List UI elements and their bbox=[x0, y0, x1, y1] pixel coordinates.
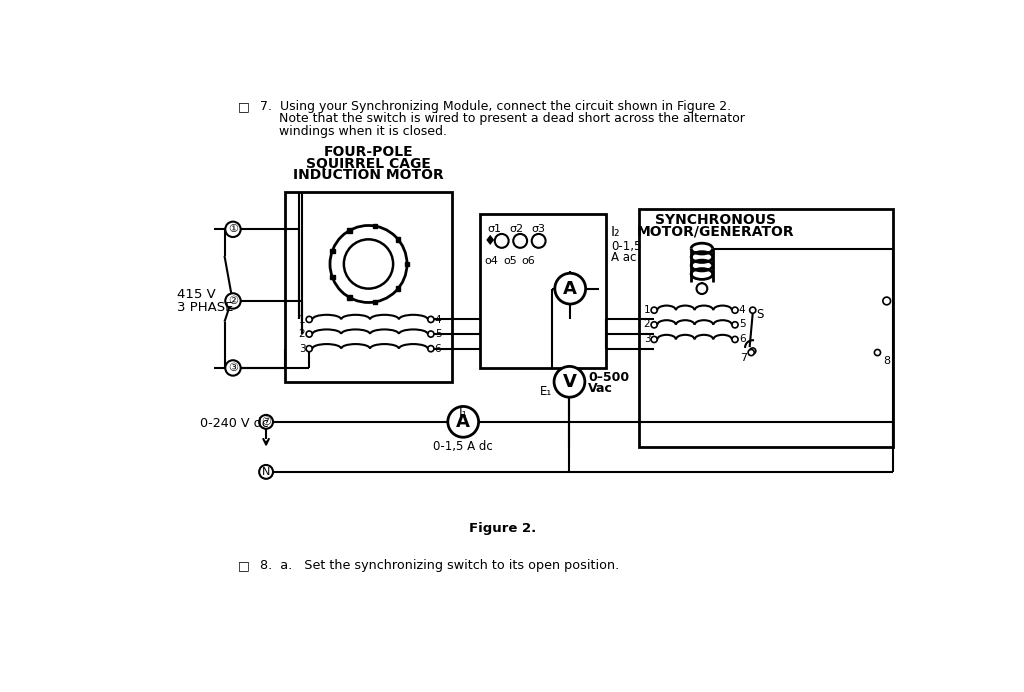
Text: Vac: Vac bbox=[588, 382, 612, 395]
Text: 1: 1 bbox=[299, 315, 305, 325]
Bar bbox=[373, 300, 378, 304]
Text: INDUCTION MOTOR: INDUCTION MOTOR bbox=[293, 168, 443, 183]
Bar bbox=[330, 275, 335, 280]
Text: 7: 7 bbox=[740, 352, 748, 363]
Bar bbox=[480, 214, 605, 368]
Text: Note that the switch is wired to present a dead short across the alternator: Note that the switch is wired to present… bbox=[280, 112, 745, 125]
Circle shape bbox=[555, 273, 586, 304]
Circle shape bbox=[531, 234, 546, 248]
Bar bbox=[330, 248, 335, 253]
Text: 0-1,5: 0-1,5 bbox=[611, 240, 641, 253]
Text: 6: 6 bbox=[739, 334, 745, 344]
Text: windings when it is closed.: windings when it is closed. bbox=[280, 125, 447, 138]
Text: A: A bbox=[457, 413, 470, 431]
Text: 8.  a.   Set the synchronizing switch to its open position.: 8. a. Set the synchronizing switch to it… bbox=[260, 559, 620, 572]
Text: □: □ bbox=[239, 100, 250, 113]
Text: 0-1,5 A dc: 0-1,5 A dc bbox=[433, 440, 494, 453]
Text: I₂: I₂ bbox=[611, 225, 621, 239]
Circle shape bbox=[428, 316, 434, 322]
Text: E₁: E₁ bbox=[541, 385, 553, 398]
Text: ①: ① bbox=[228, 224, 238, 235]
Circle shape bbox=[651, 336, 657, 343]
Text: 5: 5 bbox=[435, 329, 441, 340]
Text: 8: 8 bbox=[884, 356, 891, 366]
Text: ♦: ♦ bbox=[484, 234, 497, 248]
Circle shape bbox=[883, 297, 891, 304]
Text: 2: 2 bbox=[644, 320, 650, 329]
Text: σ3: σ3 bbox=[531, 224, 545, 234]
Text: Figure 2.: Figure 2. bbox=[469, 522, 537, 535]
Circle shape bbox=[447, 406, 478, 437]
Circle shape bbox=[225, 293, 241, 309]
Text: 1: 1 bbox=[644, 304, 650, 315]
Bar bbox=[639, 208, 893, 447]
Text: o6: o6 bbox=[521, 256, 536, 266]
Text: o4: o4 bbox=[484, 256, 498, 266]
Text: ③: ③ bbox=[228, 363, 238, 373]
Circle shape bbox=[428, 345, 434, 352]
Text: 3 PHASE: 3 PHASE bbox=[177, 302, 233, 314]
Bar bbox=[395, 237, 400, 242]
Circle shape bbox=[428, 331, 434, 337]
Text: σ1: σ1 bbox=[487, 224, 502, 234]
Text: 4: 4 bbox=[739, 304, 745, 315]
Circle shape bbox=[306, 316, 312, 322]
Text: ⑦: ⑦ bbox=[261, 417, 271, 427]
Circle shape bbox=[750, 307, 756, 313]
Text: ②: ② bbox=[228, 296, 238, 306]
Circle shape bbox=[732, 336, 738, 343]
Text: N: N bbox=[262, 467, 270, 477]
Text: 415 V: 415 V bbox=[177, 289, 215, 301]
Circle shape bbox=[306, 331, 312, 337]
Text: S: S bbox=[756, 308, 763, 321]
Text: σ2: σ2 bbox=[509, 224, 523, 234]
Text: 0–500: 0–500 bbox=[588, 372, 629, 385]
Circle shape bbox=[330, 226, 407, 302]
Text: SQUIRREL CAGE: SQUIRREL CAGE bbox=[306, 157, 431, 171]
Text: A: A bbox=[563, 280, 578, 298]
Circle shape bbox=[306, 345, 312, 352]
Circle shape bbox=[749, 349, 755, 356]
Text: 0-240 V dc: 0-240 V dc bbox=[200, 417, 268, 430]
Text: V: V bbox=[562, 373, 577, 391]
Text: □: □ bbox=[239, 559, 250, 572]
Circle shape bbox=[696, 283, 708, 294]
Text: o5: o5 bbox=[503, 256, 517, 266]
Text: 2: 2 bbox=[299, 329, 305, 340]
Circle shape bbox=[750, 348, 756, 354]
Circle shape bbox=[732, 322, 738, 328]
Text: 6: 6 bbox=[435, 344, 441, 354]
Circle shape bbox=[259, 465, 273, 479]
Bar bbox=[373, 224, 378, 228]
Bar bbox=[404, 262, 410, 266]
Bar bbox=[395, 286, 400, 291]
Text: 3: 3 bbox=[299, 344, 305, 354]
Bar bbox=[347, 228, 351, 233]
Circle shape bbox=[651, 307, 657, 313]
Circle shape bbox=[513, 234, 527, 248]
Text: I₁: I₁ bbox=[459, 406, 468, 419]
Circle shape bbox=[495, 234, 509, 248]
Circle shape bbox=[225, 361, 241, 376]
Circle shape bbox=[651, 322, 657, 328]
Circle shape bbox=[344, 239, 393, 289]
Text: A ac: A ac bbox=[611, 251, 636, 264]
Circle shape bbox=[554, 366, 585, 397]
Text: 5: 5 bbox=[739, 320, 745, 329]
Text: MOTOR/GENERATOR: MOTOR/GENERATOR bbox=[637, 225, 795, 239]
Text: 3: 3 bbox=[644, 334, 650, 344]
Circle shape bbox=[225, 221, 241, 237]
Text: SYNCHRONOUS: SYNCHRONOUS bbox=[655, 213, 776, 227]
Text: 4: 4 bbox=[435, 315, 441, 325]
Circle shape bbox=[732, 307, 738, 313]
Bar bbox=[347, 295, 351, 300]
Text: FOUR-POLE: FOUR-POLE bbox=[324, 145, 414, 159]
Circle shape bbox=[874, 349, 881, 356]
Bar bbox=[285, 192, 453, 382]
Circle shape bbox=[259, 415, 273, 429]
Text: 7.  Using your Synchronizing Module, connect the circuit shown in Figure 2.: 7. Using your Synchronizing Module, conn… bbox=[260, 100, 731, 113]
